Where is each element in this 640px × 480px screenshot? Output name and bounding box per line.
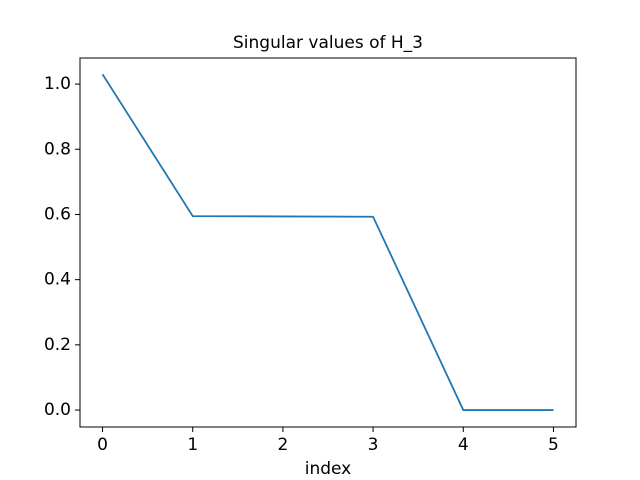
y-tick-label: 0.2 xyxy=(44,335,71,355)
plot-frame xyxy=(79,57,577,428)
x-tick-label: 3 xyxy=(368,435,379,455)
y-tick-label: 0.0 xyxy=(44,400,71,420)
x-tick-label: 1 xyxy=(187,435,198,455)
y-tick-label: 1.0 xyxy=(44,74,71,94)
y-tick-label: 0.4 xyxy=(44,270,71,290)
y-tick-label: 0.6 xyxy=(44,204,71,224)
x-tick-label: 5 xyxy=(548,435,559,455)
data-line xyxy=(101,73,554,411)
x-tick-label: 0 xyxy=(97,435,108,455)
chart-title: Singular values of H_3 xyxy=(233,33,423,53)
x-axis-label: index xyxy=(305,459,352,479)
x-tick-label: 2 xyxy=(277,435,288,455)
y-tick-label: 0.8 xyxy=(44,139,71,159)
x-tick-label: 4 xyxy=(458,435,469,455)
